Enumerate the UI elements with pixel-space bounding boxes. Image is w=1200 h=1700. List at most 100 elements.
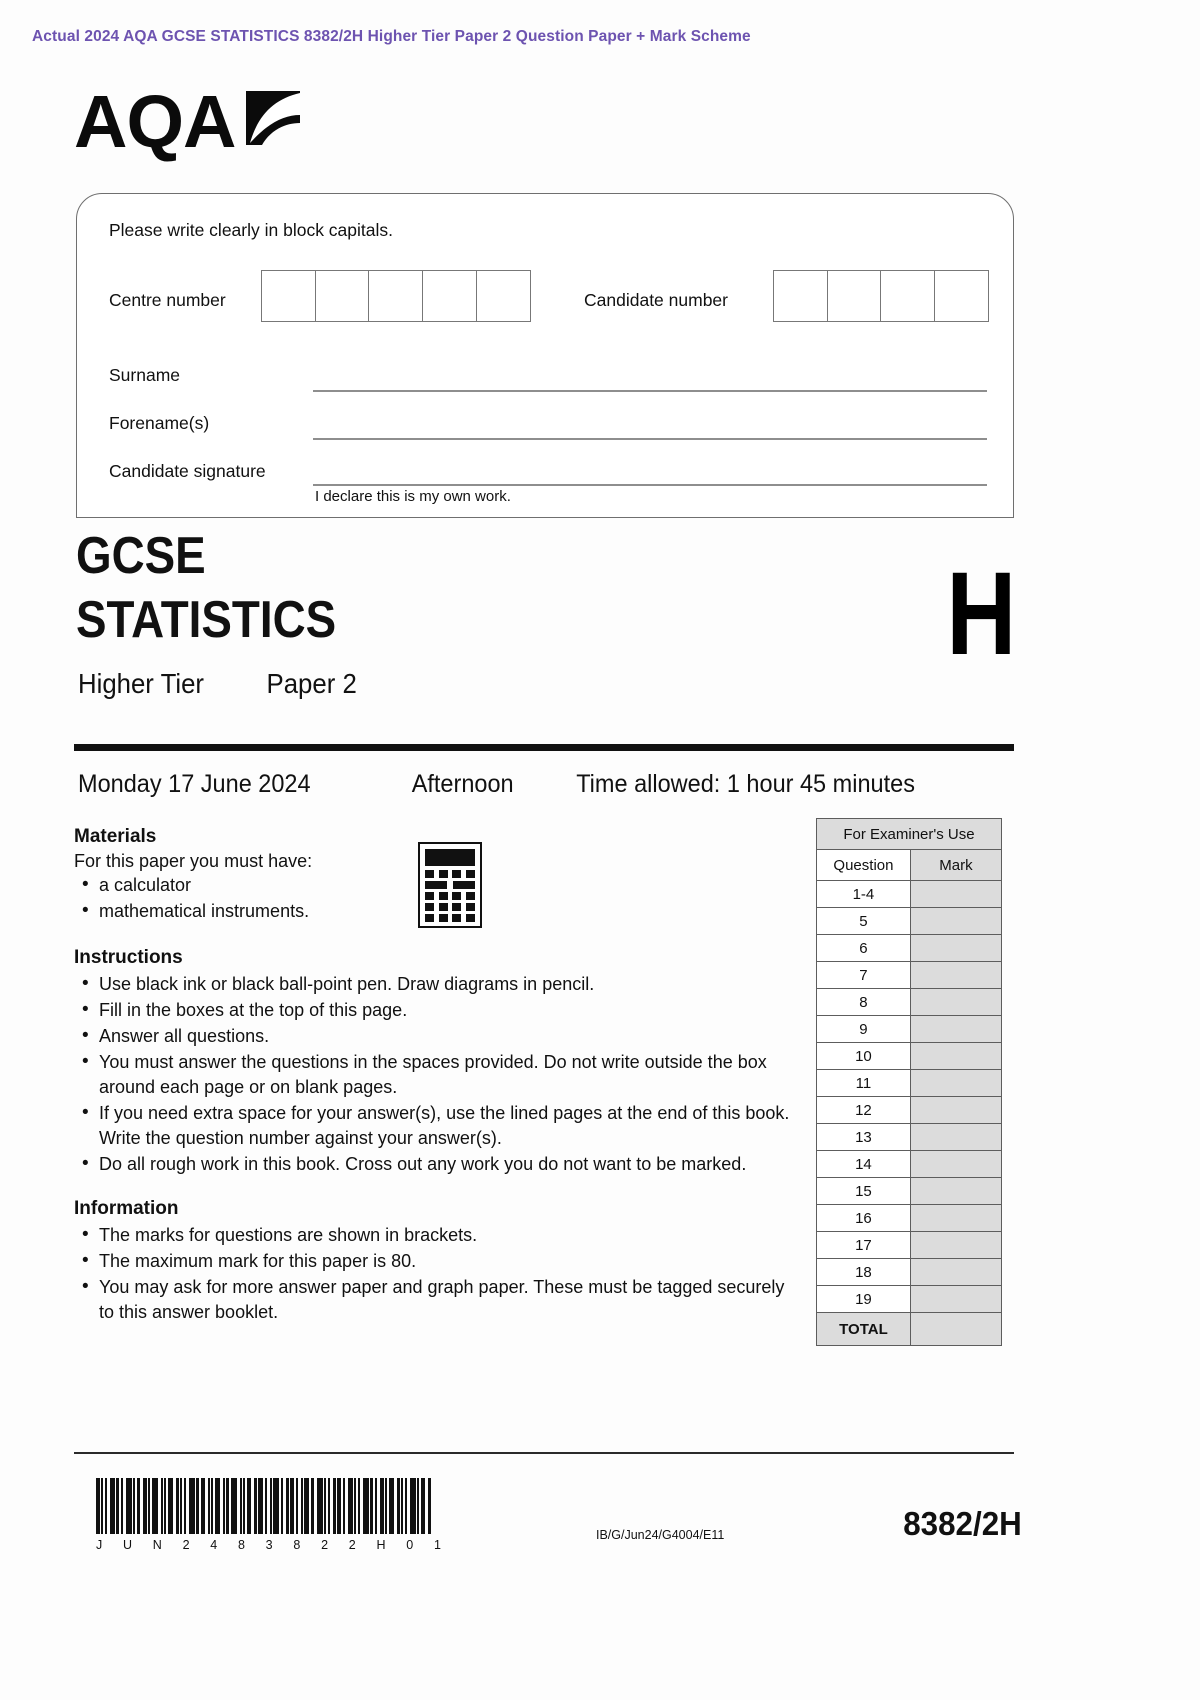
centre-number-label: Centre number [109,290,226,310]
mark-entry-cell[interactable] [909,1096,1003,1124]
centre-number-input[interactable] [261,270,531,322]
barcode [96,1478,432,1534]
barcode-char: J [96,1538,103,1552]
question-number-cell: 14 [816,1150,911,1178]
materials-list: a calculator mathematical instruments. [74,872,804,924]
question-number-cell: 5 [816,907,911,935]
question-number-cell: 10 [816,1042,911,1070]
mark-entry-cell[interactable] [909,961,1003,989]
total-label-cell: TOTAL [816,1312,911,1346]
mark-entry-cell[interactable] [909,1042,1003,1070]
table-row-total: TOTAL [816,1312,1003,1346]
list-item: mathematical instruments. [82,898,804,924]
examiner-table-title: For Examiner's Use [816,818,1002,850]
qualification-title: GCSE [76,527,206,585]
list-item: If you need extra space for your answer(… [82,1100,804,1151]
table-row: 18 [816,1258,1003,1286]
surname-label: Surname [109,365,181,385]
list-item: The maximum mark for this paper is 80. [82,1248,804,1274]
table-row: Question Mark [816,849,1003,881]
barcode-char: H [376,1538,386,1552]
candidate-number-cell[interactable] [934,270,990,322]
question-number-cell: 11 [816,1069,911,1097]
surname-field[interactable] [313,390,987,392]
declaration-text: I declare this is my own work. [315,488,511,505]
barcode-char: 0 [406,1538,414,1552]
candidate-number-cell[interactable] [880,270,936,322]
question-number-cell: 17 [816,1231,911,1259]
mark-entry-cell[interactable] [909,1015,1003,1043]
forename-field[interactable] [313,438,987,440]
table-row: 1-4 [816,880,1003,908]
list-item: a calculator [82,872,804,898]
candidate-signature-field[interactable] [313,484,987,486]
question-number-cell: 7 [816,961,911,989]
candidate-number-label: Candidate number [584,290,728,310]
table-row: 17 [816,1231,1003,1259]
table-row: 7 [816,961,1003,989]
table-row: 12 [816,1096,1003,1124]
question-number-cell: 16 [816,1204,911,1232]
mark-entry-cell[interactable] [909,1258,1003,1286]
paper-instructions-column: Materials For this paper you must have: … [74,826,804,1326]
list-item: Do all rough work in this book. Cross ou… [82,1151,804,1177]
materials-intro: For this paper you must have: [74,851,313,871]
mark-entry-cell[interactable] [909,880,1003,908]
mark-entry-cell[interactable] [909,1231,1003,1259]
tier-label: Higher Tier [78,668,204,699]
table-row: 9 [816,1015,1003,1043]
question-number-cell: 12 [816,1096,911,1124]
centre-number-cell[interactable] [314,270,370,322]
aqa-logo-wordmark: AQA [74,80,236,163]
centre-number-cell[interactable] [261,270,316,322]
aqa-logo: AQA [74,85,302,165]
barcode-char: U [123,1538,133,1552]
question-number-cell: 15 [816,1177,911,1205]
list-item: You may ask for more answer paper and gr… [82,1274,804,1325]
candidate-details-box: Please write clearly in block capitals. … [76,193,1014,518]
table-row: For Examiner's Use [816,818,1002,850]
paper-label: Paper 2 [266,668,357,699]
candidate-number-cell[interactable] [826,270,882,322]
table-row: 13 [816,1123,1003,1151]
mark-entry-cell[interactable] [909,1069,1003,1097]
paper-code: 8382/2H [903,1505,1022,1542]
mark-entry-cell[interactable] [909,907,1003,935]
list-item: Answer all questions. [82,1023,804,1049]
instructions-list: Use black ink or black ball-point pen. D… [74,971,804,1177]
mark-entry-cell[interactable] [909,1285,1003,1313]
block-capitals-instruction: Please write clearly in block capitals. [109,220,394,240]
barcode-char: 4 [210,1538,218,1552]
tier-badge: H [946,548,1016,680]
barcode-digits: J U N 2 4 8 3 8 2 2 H 0 1 [96,1538,441,1552]
centre-number-cell[interactable] [422,270,478,322]
mark-entry-cell[interactable] [909,1150,1003,1178]
centre-number-cell[interactable] [368,270,424,322]
table-row: 5 [816,907,1003,935]
question-number-cell: 8 [816,988,911,1016]
barcode-char: 2 [182,1538,190,1552]
footer-divider [74,1452,1014,1454]
mark-entry-cell[interactable] [909,988,1003,1016]
column-header-question: Question [816,849,911,881]
candidate-number-input[interactable] [773,270,990,322]
total-mark-cell[interactable] [909,1312,1003,1346]
materials-heading: Materials [74,826,157,847]
centre-number-cell[interactable] [475,270,531,322]
table-row: 16 [816,1204,1003,1232]
column-header-mark: Mark [909,849,1003,881]
table-row: 11 [816,1069,1003,1097]
mark-entry-cell[interactable] [909,1123,1003,1151]
barcode-char: 8 [237,1538,245,1552]
candidate-number-cell[interactable] [773,270,828,322]
mark-entry-cell[interactable] [909,1204,1003,1232]
table-row: 19 [816,1285,1003,1313]
table-row: 14 [816,1150,1003,1178]
forename-label: Forename(s) [109,413,210,433]
aqa-leaf-icon [244,89,302,152]
subject-title: STATISTICS [76,591,337,649]
mark-entry-cell[interactable] [909,1177,1003,1205]
header-divider [74,744,1014,751]
mark-entry-cell[interactable] [909,934,1003,962]
